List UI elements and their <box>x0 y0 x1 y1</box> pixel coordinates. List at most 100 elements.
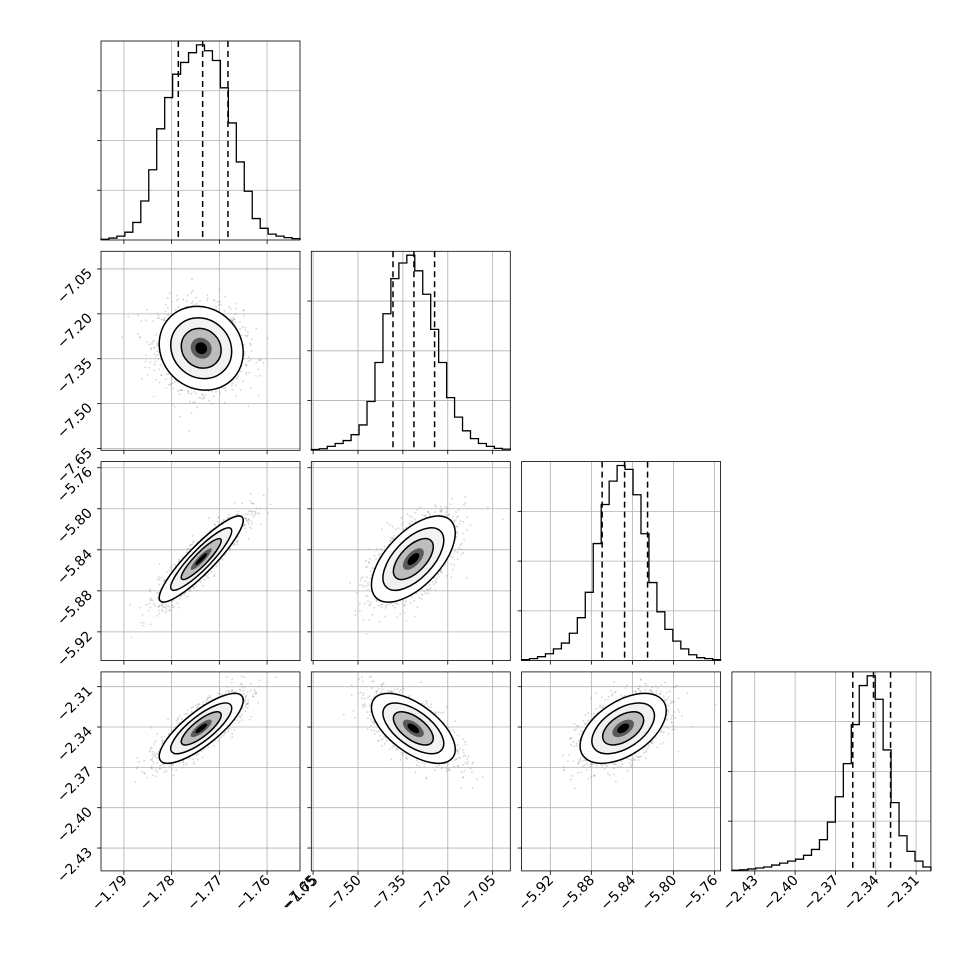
scatter-point <box>248 360 250 362</box>
scatter-point <box>193 391 195 393</box>
scatter-point <box>253 516 255 518</box>
scatter-point <box>157 342 159 344</box>
scatter-point <box>263 362 265 364</box>
scatter-point <box>127 316 129 318</box>
scatter-point <box>257 512 259 514</box>
scatter-point <box>230 308 232 310</box>
scatter-point <box>195 585 197 587</box>
scatter-point <box>223 388 225 390</box>
scatter-point <box>260 359 262 361</box>
scatter-point <box>413 600 415 602</box>
scatter-point <box>178 559 180 561</box>
scatter-point <box>231 389 233 391</box>
scatter-point <box>378 605 380 607</box>
panel-content-1-0 <box>121 278 268 432</box>
scatter-point <box>392 526 394 528</box>
scatter-point <box>466 577 468 579</box>
scatter-point <box>255 512 257 514</box>
scatter-point <box>440 506 442 508</box>
scatter-point <box>355 614 357 616</box>
scatter-point <box>457 516 459 518</box>
scatter-point <box>370 602 372 604</box>
scatter-point <box>376 548 378 550</box>
scatter-point <box>174 564 176 566</box>
scatter-point <box>398 527 400 529</box>
scatter-point <box>244 354 246 356</box>
scatter-point <box>207 294 209 296</box>
scatter-point <box>367 584 369 586</box>
scatter-point <box>169 292 171 294</box>
scatter-point <box>224 296 226 298</box>
scatter-point <box>158 369 160 371</box>
scatter-point <box>152 320 154 322</box>
scatter-point <box>153 340 155 342</box>
scatter-point <box>167 605 169 607</box>
scatter-point <box>365 560 367 562</box>
scatter-point <box>202 394 204 396</box>
scatter-point <box>200 397 202 399</box>
scatter-point <box>255 375 257 377</box>
scatter-point <box>224 310 226 312</box>
scatter-point <box>208 400 210 402</box>
scatter-point <box>255 362 257 364</box>
scatter-point <box>186 300 188 302</box>
scatter-point <box>364 603 366 605</box>
scatter-point <box>234 544 236 546</box>
scatter-point <box>169 609 171 611</box>
scatter-point <box>143 622 145 624</box>
panel-content-2-1 <box>349 496 504 635</box>
scatter-point <box>149 591 151 593</box>
scatter-point <box>245 517 247 519</box>
scatter-point <box>160 318 162 320</box>
scatter-point <box>186 548 188 550</box>
scatter-point <box>441 572 443 574</box>
scatter-point <box>163 319 165 321</box>
scatter-point <box>389 603 391 605</box>
scatter-point <box>215 391 217 393</box>
scatter-point <box>166 610 168 612</box>
scatter-point <box>137 314 139 316</box>
scatter-point <box>463 539 465 541</box>
scatter-point <box>242 380 244 382</box>
scatter-point <box>179 393 181 395</box>
scatter-point <box>153 347 155 349</box>
scatter-point <box>267 337 269 339</box>
scatter-point <box>165 604 167 606</box>
scatter-point <box>169 383 171 385</box>
scatter-point <box>164 311 166 313</box>
scatter-point <box>203 396 205 398</box>
scatter-point <box>364 580 366 582</box>
scatter-point <box>239 321 241 323</box>
scatter-point <box>195 297 197 299</box>
scatter-point <box>446 575 448 577</box>
scatter-point <box>252 511 254 513</box>
scatter-point <box>152 599 154 601</box>
scatter-point <box>185 596 187 598</box>
scatter-point <box>373 607 375 609</box>
scatter-point <box>417 606 419 608</box>
scatter-point <box>213 576 215 578</box>
scatter-point <box>156 592 158 594</box>
scatter-point <box>393 535 395 537</box>
scatter-point <box>225 390 227 392</box>
scatter-point <box>160 364 162 366</box>
scatter-point <box>248 538 250 540</box>
scatter-point <box>233 318 235 320</box>
scatter-point <box>148 344 150 346</box>
scatter-point <box>145 319 147 321</box>
scatter-point <box>404 612 406 614</box>
scatter-point <box>457 551 459 553</box>
scatter-point <box>131 637 133 639</box>
scatter-point <box>454 550 456 552</box>
scatter-point <box>172 403 174 405</box>
scatter-point <box>453 520 455 522</box>
scatter-point <box>433 583 435 585</box>
scatter-point <box>421 598 423 600</box>
scatter-point <box>362 586 364 588</box>
scatter-point <box>408 522 410 524</box>
scatter-point <box>250 493 252 495</box>
scatter-point <box>220 304 222 306</box>
scatter-point <box>429 588 431 590</box>
scatter-point <box>369 578 371 580</box>
scatter-point <box>429 515 431 517</box>
